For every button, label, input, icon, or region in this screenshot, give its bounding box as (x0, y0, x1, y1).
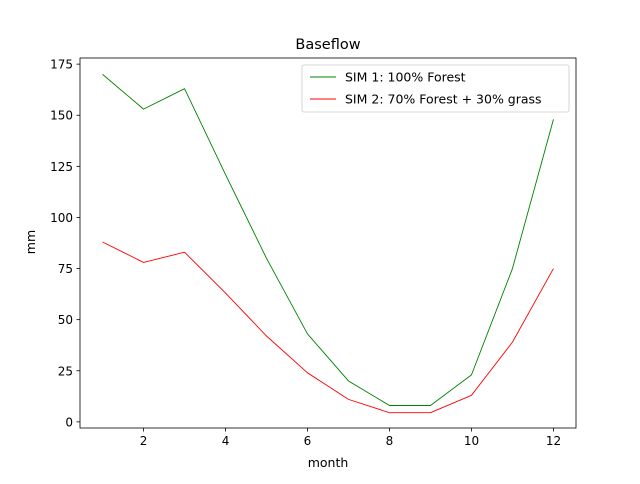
legend-label-1: SIM 1: 100% Forest (345, 70, 466, 85)
chart-title: Baseflow (295, 37, 360, 53)
x-tick-label: 10 (464, 434, 479, 448)
legend-label-2: SIM 2: 70% Forest + 30% grass (345, 92, 542, 107)
series-line-2 (102, 241, 554, 414)
y-tick-label: 100 (50, 211, 73, 225)
y-tick-label: 25 (58, 364, 73, 378)
y-tick-label: 150 (50, 109, 73, 123)
x-tick-label: 4 (222, 434, 230, 448)
x-axis-label: month (308, 455, 349, 470)
series-line-1 (102, 74, 554, 406)
legend-box (301, 64, 570, 113)
x-tick-label: 12 (546, 434, 561, 448)
y-tick-label: 0 (65, 415, 73, 429)
y-tick-label: 50 (58, 313, 73, 327)
plot-layer (102, 74, 554, 414)
y-tick-label: 75 (58, 262, 73, 276)
x-tick-label: 8 (386, 434, 394, 448)
legend: SIM 1: 100% Forest SIM 2: 70% Forest + 30… (301, 64, 570, 113)
plot-frame (79, 57, 577, 429)
y-axis-label: mm (23, 230, 38, 254)
x-tick-label: 2 (140, 434, 148, 448)
axes-layer: 2 4 6 8 10 12 0 25 50 75 100 125 150 175 (50, 57, 577, 448)
y-tick-label: 125 (50, 160, 73, 174)
x-tick-label: 6 (304, 434, 312, 448)
y-tick-label: 175 (50, 58, 73, 72)
